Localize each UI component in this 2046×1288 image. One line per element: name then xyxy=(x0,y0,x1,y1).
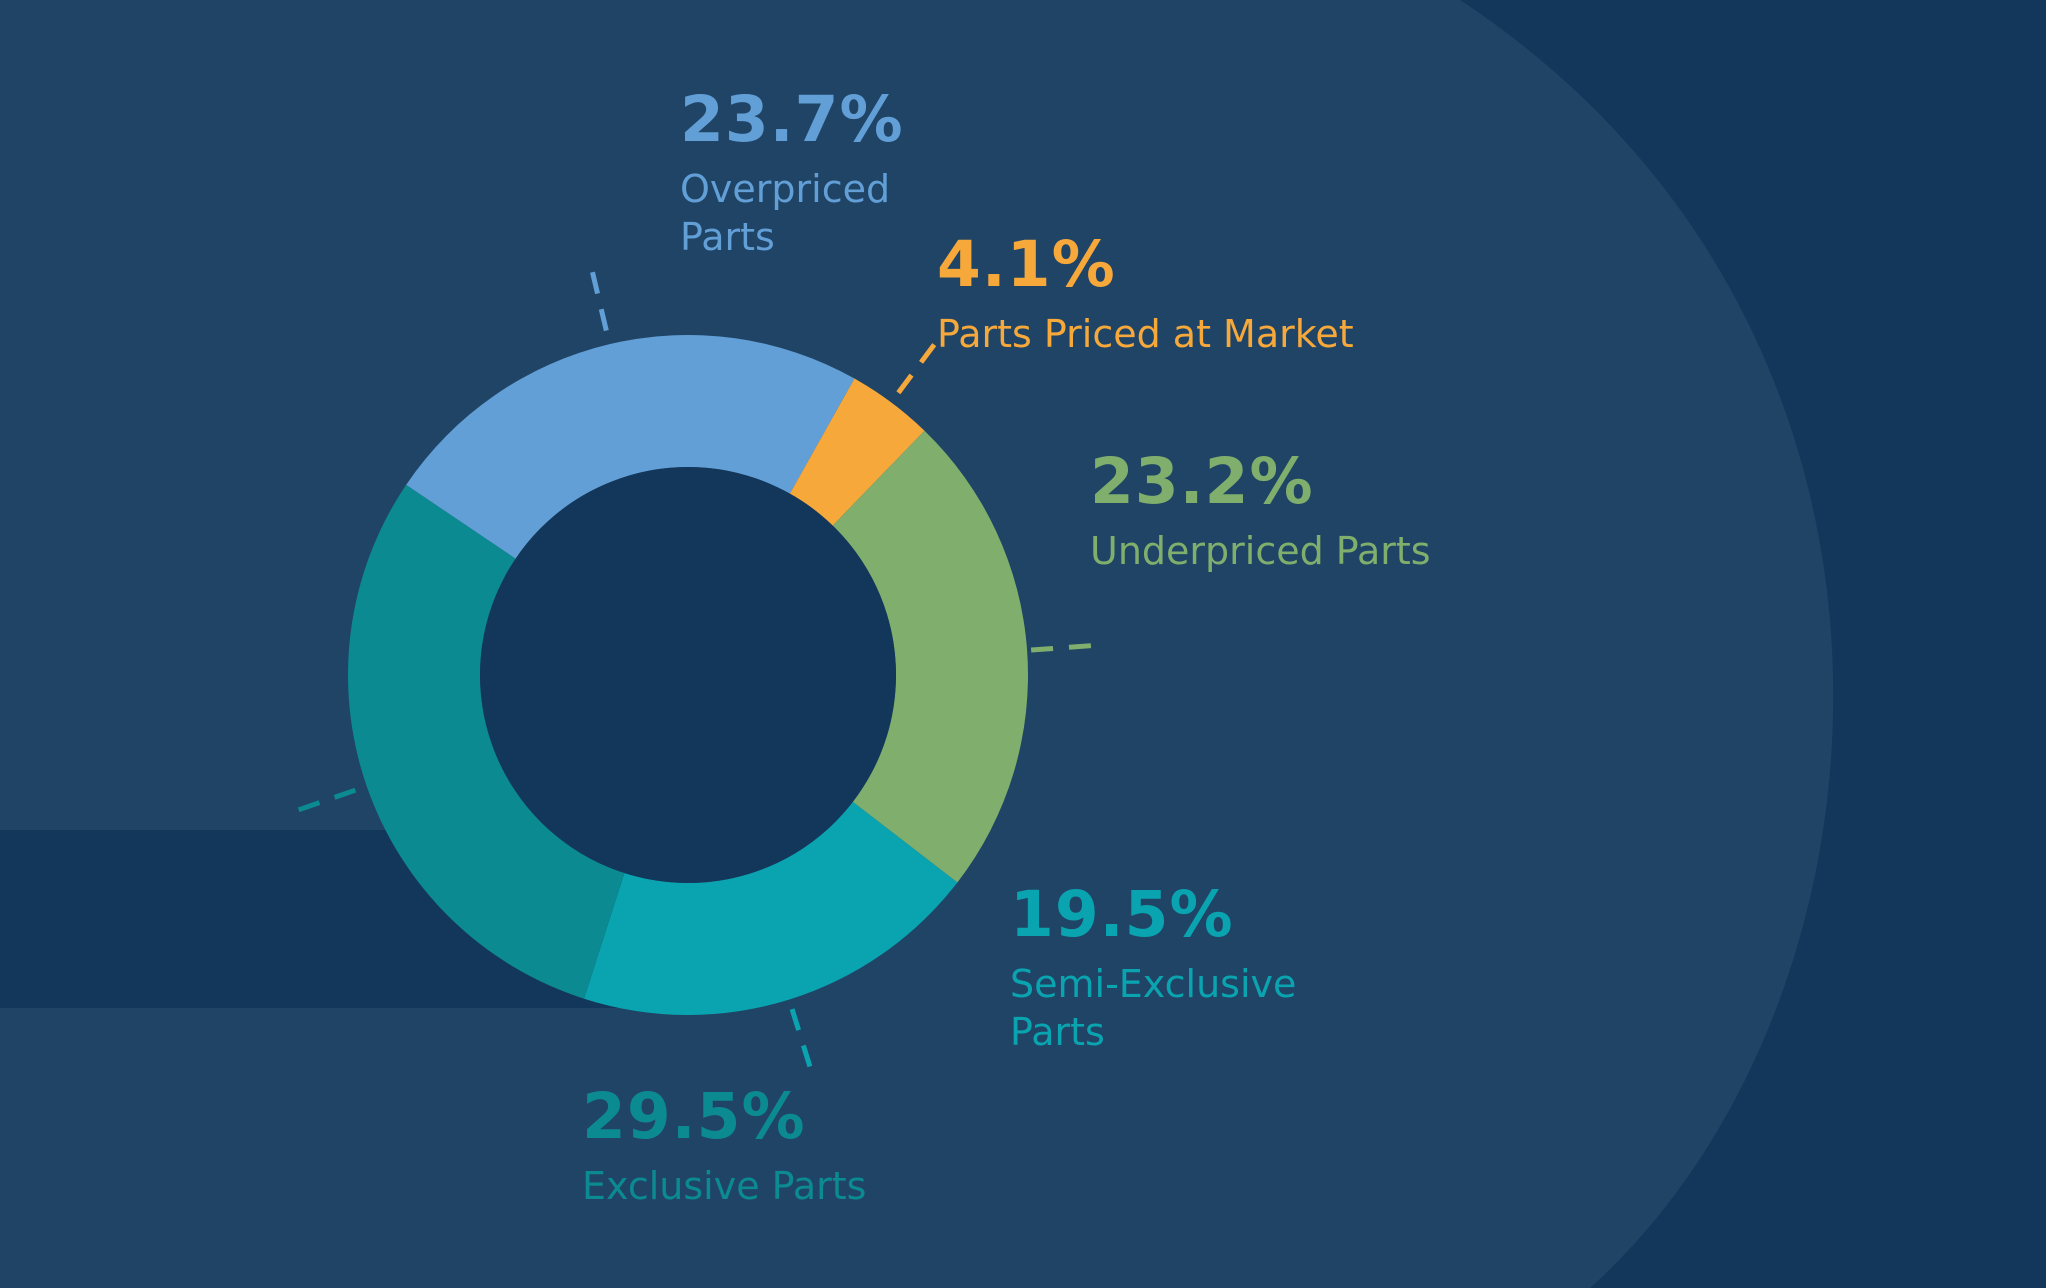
slice-label-at-market: 4.1% Parts Priced at Market xyxy=(937,233,1354,358)
donut-slice xyxy=(406,334,855,559)
donut-slice xyxy=(789,378,925,526)
slice-label-semi-exclusive: 19.5% Semi-Exclusive Parts xyxy=(1010,883,1310,1056)
slice-category-label: Exclusive Parts xyxy=(582,1164,867,1208)
slice-value-label: 19.5% xyxy=(1010,878,1234,951)
donut-slices xyxy=(347,334,1028,1015)
slice-category-label: Parts Priced at Market xyxy=(937,312,1354,356)
slice-category-label: Semi-Exclusive Parts xyxy=(1010,962,1297,1054)
donut-slice xyxy=(584,801,958,1015)
leader-line xyxy=(588,265,609,332)
donut-hole xyxy=(480,467,896,883)
leader-line xyxy=(290,787,357,815)
slice-category-label: Overpriced Parts xyxy=(680,167,891,259)
slice-value-label: 4.1% xyxy=(937,228,1116,301)
leader-line xyxy=(896,336,942,395)
slice-label-overpriced: 23.7% Overpriced Parts xyxy=(680,88,930,261)
leader-lines xyxy=(290,265,1100,1068)
leader-line xyxy=(789,1008,813,1068)
slice-label-exclusive: 29.5% Exclusive Parts xyxy=(582,1085,866,1210)
donut-slice xyxy=(832,430,1028,883)
slice-value-label: 29.5% xyxy=(582,1080,806,1153)
slice-value-label: 23.7% xyxy=(680,83,904,156)
slice-value-label: 23.2% xyxy=(1090,445,1314,518)
leader-line xyxy=(1030,642,1100,653)
donut-slice xyxy=(347,484,625,999)
slice-label-underpriced: 23.2% Underpriced Parts xyxy=(1090,450,1431,575)
slice-category-label: Underpriced Parts xyxy=(1090,529,1431,573)
